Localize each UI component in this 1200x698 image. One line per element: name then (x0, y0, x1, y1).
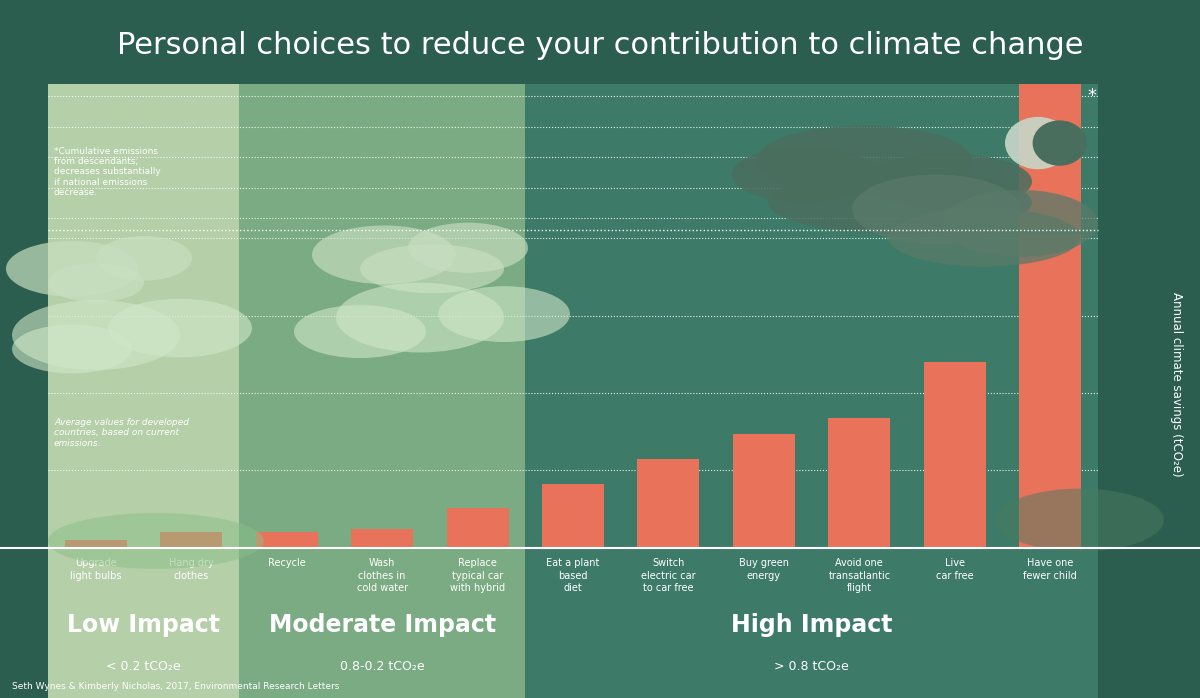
Bar (352, 528, 413, 548)
Bar (542, 484, 604, 548)
Bar (924, 362, 986, 548)
Text: Seth Wynes & Kimberly Nicholas, 2017, Environmental Research Letters: Seth Wynes & Kimberly Nicholas, 2017, En… (12, 682, 340, 691)
Ellipse shape (294, 305, 426, 358)
Ellipse shape (96, 236, 192, 281)
Text: Annual climate savings (tCO₂e): Annual climate savings (tCO₂e) (1170, 292, 1182, 476)
Ellipse shape (864, 154, 1032, 209)
Ellipse shape (108, 299, 252, 357)
Ellipse shape (12, 300, 180, 370)
Text: Average values for developed
countries, based on current
emissions.: Average values for developed countries, … (54, 418, 190, 447)
Bar (637, 459, 700, 548)
Text: Personal choices to reduce your contribution to climate change: Personal choices to reduce your contribu… (116, 31, 1084, 60)
Text: *Cumulative emissions
from descendants;
decreases substantially
if national emis: *Cumulative emissions from descendants; … (54, 147, 161, 197)
Bar (1019, 235, 1081, 548)
Ellipse shape (756, 126, 972, 195)
Text: > 0.8 tCO₂e: > 0.8 tCO₂e (774, 660, 850, 673)
Ellipse shape (888, 208, 1080, 267)
Text: 0.8-0.2 tCO₂e: 0.8-0.2 tCO₂e (340, 660, 425, 673)
Ellipse shape (336, 283, 504, 352)
Bar (1019, 84, 1081, 230)
Ellipse shape (438, 286, 570, 342)
Ellipse shape (1032, 120, 1087, 165)
Text: < 0.2 tCO₂e: < 0.2 tCO₂e (106, 660, 181, 673)
Ellipse shape (732, 147, 876, 202)
Ellipse shape (942, 190, 1098, 257)
Ellipse shape (48, 263, 144, 302)
Ellipse shape (48, 513, 264, 569)
Ellipse shape (12, 325, 132, 373)
Ellipse shape (768, 171, 1032, 234)
Ellipse shape (1006, 117, 1072, 169)
Bar (160, 532, 222, 548)
Text: *: * (1087, 87, 1097, 105)
Bar (256, 532, 318, 548)
Ellipse shape (6, 241, 138, 297)
Bar (733, 434, 794, 548)
Ellipse shape (408, 223, 528, 273)
Ellipse shape (360, 244, 504, 293)
Text: Moderate Impact: Moderate Impact (269, 613, 496, 637)
Bar (65, 540, 127, 548)
Bar (828, 418, 890, 548)
Ellipse shape (852, 174, 1020, 244)
Ellipse shape (312, 225, 456, 284)
Text: Low Impact: Low Impact (67, 613, 220, 637)
Bar (446, 507, 509, 548)
Text: High Impact: High Impact (731, 613, 893, 637)
Ellipse shape (996, 489, 1164, 551)
